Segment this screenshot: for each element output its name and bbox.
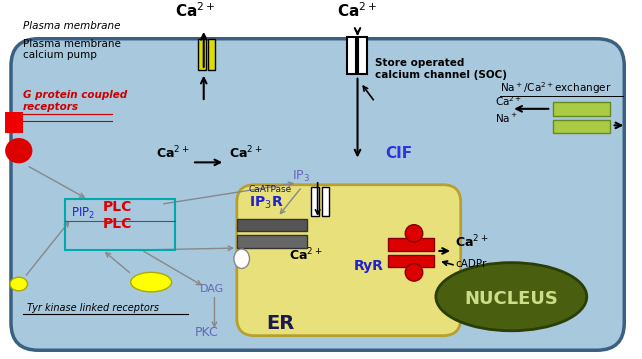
Text: CaATPase: CaATPase	[248, 185, 291, 194]
Bar	[237, 236, 307, 248]
FancyBboxPatch shape	[237, 185, 461, 336]
Text: PKC: PKC	[195, 326, 219, 339]
Bar	[553, 102, 610, 116]
Text: Ca$^{2+}$: Ca$^{2+}$	[495, 94, 522, 108]
Text: ER: ER	[266, 314, 294, 333]
Ellipse shape	[10, 277, 28, 291]
Ellipse shape	[234, 249, 250, 269]
Text: NUCLEUS: NUCLEUS	[464, 290, 559, 308]
Text: Ca$^{2+}$: Ca$^{2+}$	[338, 2, 377, 20]
Bar	[388, 238, 435, 251]
Text: IP$_3$R: IP$_3$R	[248, 194, 283, 211]
Bar	[65, 199, 175, 250]
Text: Store operated
calcium channel (SOC): Store operated calcium channel (SOC)	[375, 58, 507, 80]
Text: Ca$^{2+}$: Ca$^{2+}$	[156, 145, 189, 162]
Text: cADPr: cADPr	[456, 260, 487, 270]
Text: Ca$^{2+}$: Ca$^{2+}$	[290, 247, 323, 264]
Bar	[237, 219, 307, 232]
FancyBboxPatch shape	[11, 39, 624, 350]
Text: RyR: RyR	[354, 260, 383, 274]
Text: IP$_3$: IP$_3$	[292, 169, 311, 184]
Text: Tyr kinase linked receptors: Tyr kinase linked receptors	[26, 303, 159, 313]
Text: Plasma membrane: Plasma membrane	[22, 21, 120, 31]
Ellipse shape	[5, 138, 32, 163]
Text: Na$^+$/Ca$^{2+}$exchanger: Na$^+$/Ca$^{2+}$exchanger	[499, 80, 611, 96]
Text: Plasma membrane
calcium pump: Plasma membrane calcium pump	[22, 39, 121, 60]
Text: G protein coupled
receptors: G protein coupled receptors	[22, 90, 126, 112]
Bar	[358, 37, 367, 74]
Bar	[388, 255, 435, 267]
Bar	[207, 39, 216, 70]
Text: PLC: PLC	[103, 216, 132, 230]
Ellipse shape	[131, 272, 171, 292]
Bar	[311, 187, 318, 216]
Bar	[322, 187, 329, 216]
Bar	[553, 120, 610, 133]
Text: Na$^+$: Na$^+$	[495, 112, 517, 125]
Text: Ca$^{2+}$: Ca$^{2+}$	[455, 233, 489, 250]
Text: PIP$_2$: PIP$_2$	[71, 206, 96, 221]
Text: CIF: CIF	[385, 146, 412, 162]
Text: DAG: DAG	[200, 284, 224, 294]
Bar	[5, 112, 22, 133]
Text: Ca$^{2+}$: Ca$^{2+}$	[175, 2, 215, 20]
Ellipse shape	[436, 263, 587, 331]
Bar	[198, 39, 205, 70]
Text: Ca$^{2+}$: Ca$^{2+}$	[229, 145, 263, 162]
Circle shape	[405, 264, 422, 281]
Text: PLC: PLC	[103, 200, 132, 214]
Bar	[347, 37, 356, 74]
Circle shape	[405, 225, 422, 242]
